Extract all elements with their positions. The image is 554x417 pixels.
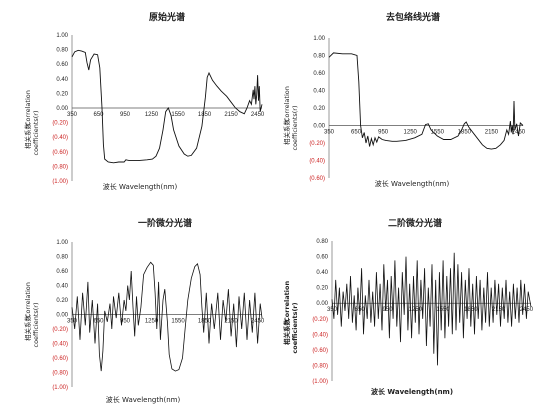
y-tick-label: 0.60 bbox=[313, 71, 325, 77]
y-tick-label: 1.00 bbox=[56, 240, 68, 246]
y-tick-label: (0.60) bbox=[52, 150, 68, 156]
y-tick-label: (1.00) bbox=[52, 179, 68, 185]
y-axis-label-cn: 相关系数 bbox=[23, 123, 32, 150]
correlation-line bbox=[331, 252, 532, 366]
y-axis-label-cn: 相关系数 bbox=[282, 319, 291, 346]
y-tick-label: 0.20 bbox=[56, 298, 68, 304]
x-tick-label: 650 bbox=[351, 130, 362, 136]
chart-title: 原始光谱 bbox=[149, 11, 185, 23]
y-axis-label-en-2: coefficients(r) bbox=[32, 110, 40, 155]
y-tick-label: 0.80 bbox=[56, 48, 68, 54]
x-tick-label: 1250 bbox=[404, 130, 418, 136]
y-tick-label: 0.40 bbox=[316, 270, 328, 276]
y-tick-label: 1.00 bbox=[56, 33, 68, 39]
y-tick-label: (0.20) bbox=[52, 327, 68, 333]
x-axis-label: 波长 Wavelength(nm) bbox=[375, 179, 450, 188]
y-tick-label: 0.00 bbox=[313, 124, 325, 130]
x-tick-label: 1850 bbox=[458, 130, 472, 136]
y-tick-label: (0.60) bbox=[312, 348, 328, 354]
y-tick-label: 0.20 bbox=[56, 91, 68, 97]
y-tick-label: (1.00) bbox=[52, 385, 68, 391]
y-axis-label-cn: 相关系数 bbox=[282, 119, 291, 146]
chart-title: 二阶微分光谱 bbox=[388, 217, 442, 229]
x-tick-label: 350 bbox=[67, 319, 78, 325]
y-tick-label: 0.00 bbox=[316, 301, 328, 307]
x-tick-label: 1250 bbox=[145, 319, 159, 325]
y-tick-label: (0.60) bbox=[309, 176, 325, 182]
chart-raw-spectrum: 原始光谱 1.00 0.80 0.60 0.40 0.20 0.00 (0.20) (0.40… bbox=[23, 11, 265, 191]
x-tick-label: 950 bbox=[378, 130, 389, 136]
y-tick-label: (0.60) bbox=[52, 356, 68, 362]
y-tick-label: (0.80) bbox=[52, 164, 68, 170]
x-tick-label: 2450 bbox=[251, 319, 265, 325]
x-tick-label: 2150 bbox=[224, 319, 238, 325]
y-tick-label: 0.40 bbox=[56, 77, 68, 83]
x-tick-label: 1250 bbox=[145, 112, 159, 118]
x-tick-label: 1550 bbox=[171, 112, 185, 118]
y-tick-label: (0.40) bbox=[312, 332, 328, 338]
x-tick-label: 1850 bbox=[198, 319, 212, 325]
x-tick-label: 2150 bbox=[224, 112, 238, 118]
chart-second-derivative-spectrum: 二阶微分光谱 0.80 0.60 0.40 0.20 0.00 (0.20) (0.40) (… bbox=[282, 217, 534, 396]
x-tick-label: 950 bbox=[120, 319, 131, 325]
chart-title: 一阶微分光谱 bbox=[138, 217, 192, 229]
y-tick-label: (0.80) bbox=[312, 363, 328, 369]
x-tick-label: 2150 bbox=[492, 307, 506, 313]
x-tick-label: 1550 bbox=[436, 307, 450, 313]
y-tick-label: 0.00 bbox=[56, 106, 68, 112]
y-axis-label-en-1: Correlation bbox=[24, 90, 32, 126]
y-tick-label: 0.20 bbox=[313, 106, 325, 112]
x-tick-label: 650 bbox=[94, 319, 105, 325]
y-tick-label: 0.80 bbox=[56, 255, 68, 261]
x-tick-label: 1550 bbox=[431, 130, 445, 136]
y-tick-label: 1.00 bbox=[313, 36, 325, 42]
x-axis-label: 波长 Wavelength(nm) bbox=[106, 395, 181, 404]
y-axis-label-cn: 相关系数 bbox=[23, 315, 32, 342]
y-tick-label: 0.80 bbox=[313, 54, 325, 60]
x-tick-label: 1850 bbox=[198, 112, 212, 118]
y-tick-label: 0.60 bbox=[56, 62, 68, 68]
y-axis-label-en-2: coefficients(r) bbox=[32, 302, 40, 347]
chart-continuum-removed-spectrum: 去包络线光谱 1.00 0.80 0.60 0.40 0.20 0.00 (0.20) (0.… bbox=[282, 11, 526, 188]
x-tick-label: 350 bbox=[67, 112, 78, 118]
y-tick-label: 0.80 bbox=[316, 239, 328, 245]
x-tick-label: 1550 bbox=[171, 319, 185, 325]
correlation-line bbox=[71, 261, 263, 372]
correlation-line bbox=[71, 49, 263, 164]
x-tick-label: 650 bbox=[94, 112, 105, 118]
x-tick-label: 350 bbox=[324, 130, 335, 136]
y-tick-label: 0.60 bbox=[316, 255, 328, 261]
y-tick-label: (0.20) bbox=[52, 121, 68, 127]
y-tick-label: 0.40 bbox=[56, 284, 68, 290]
y-axis-label-en-1: Correlation bbox=[283, 281, 291, 322]
y-tick-label: 0.20 bbox=[316, 286, 328, 292]
y-tick-label: 0.00 bbox=[56, 313, 68, 319]
y-tick-label: (1.00) bbox=[312, 379, 328, 385]
correlation-line bbox=[328, 52, 524, 150]
y-tick-label: (0.20) bbox=[312, 317, 328, 323]
x-tick-label: 950 bbox=[120, 112, 131, 118]
x-tick-label: 950 bbox=[383, 307, 394, 313]
y-tick-label: (0.80) bbox=[52, 371, 68, 377]
x-tick-label: 2450 bbox=[251, 112, 265, 118]
y-tick-label: (0.40) bbox=[52, 342, 68, 348]
chart-first-derivative-spectrum: 一阶微分光谱 1.00 0.80 0.60 0.40 0.20 0.00 (0.20) (0.… bbox=[23, 217, 265, 404]
x-tick-label: 350 bbox=[327, 307, 338, 313]
chart-title: 去包络线光谱 bbox=[386, 11, 440, 23]
y-axis-label-en-2: coefficients(r) bbox=[291, 105, 299, 150]
y-axis-label-en-1: Correlation bbox=[283, 86, 291, 122]
y-tick-label: 0.60 bbox=[56, 269, 68, 275]
x-axis-label: 波长 Wavelength(nm) bbox=[103, 182, 178, 191]
y-tick-label: (0.40) bbox=[309, 159, 325, 165]
y-tick-label: 0.40 bbox=[313, 89, 325, 95]
y-tick-label: (0.40) bbox=[52, 135, 68, 141]
y-axis-label-en-1: Correlation bbox=[24, 282, 32, 318]
y-tick-label: (0.20) bbox=[309, 141, 325, 147]
y-axis-label-en-2: coefficients(r) bbox=[291, 302, 299, 353]
x-axis-label: 波长 Wavelength(nm) bbox=[371, 387, 453, 396]
x-tick-label: 2150 bbox=[485, 130, 499, 136]
